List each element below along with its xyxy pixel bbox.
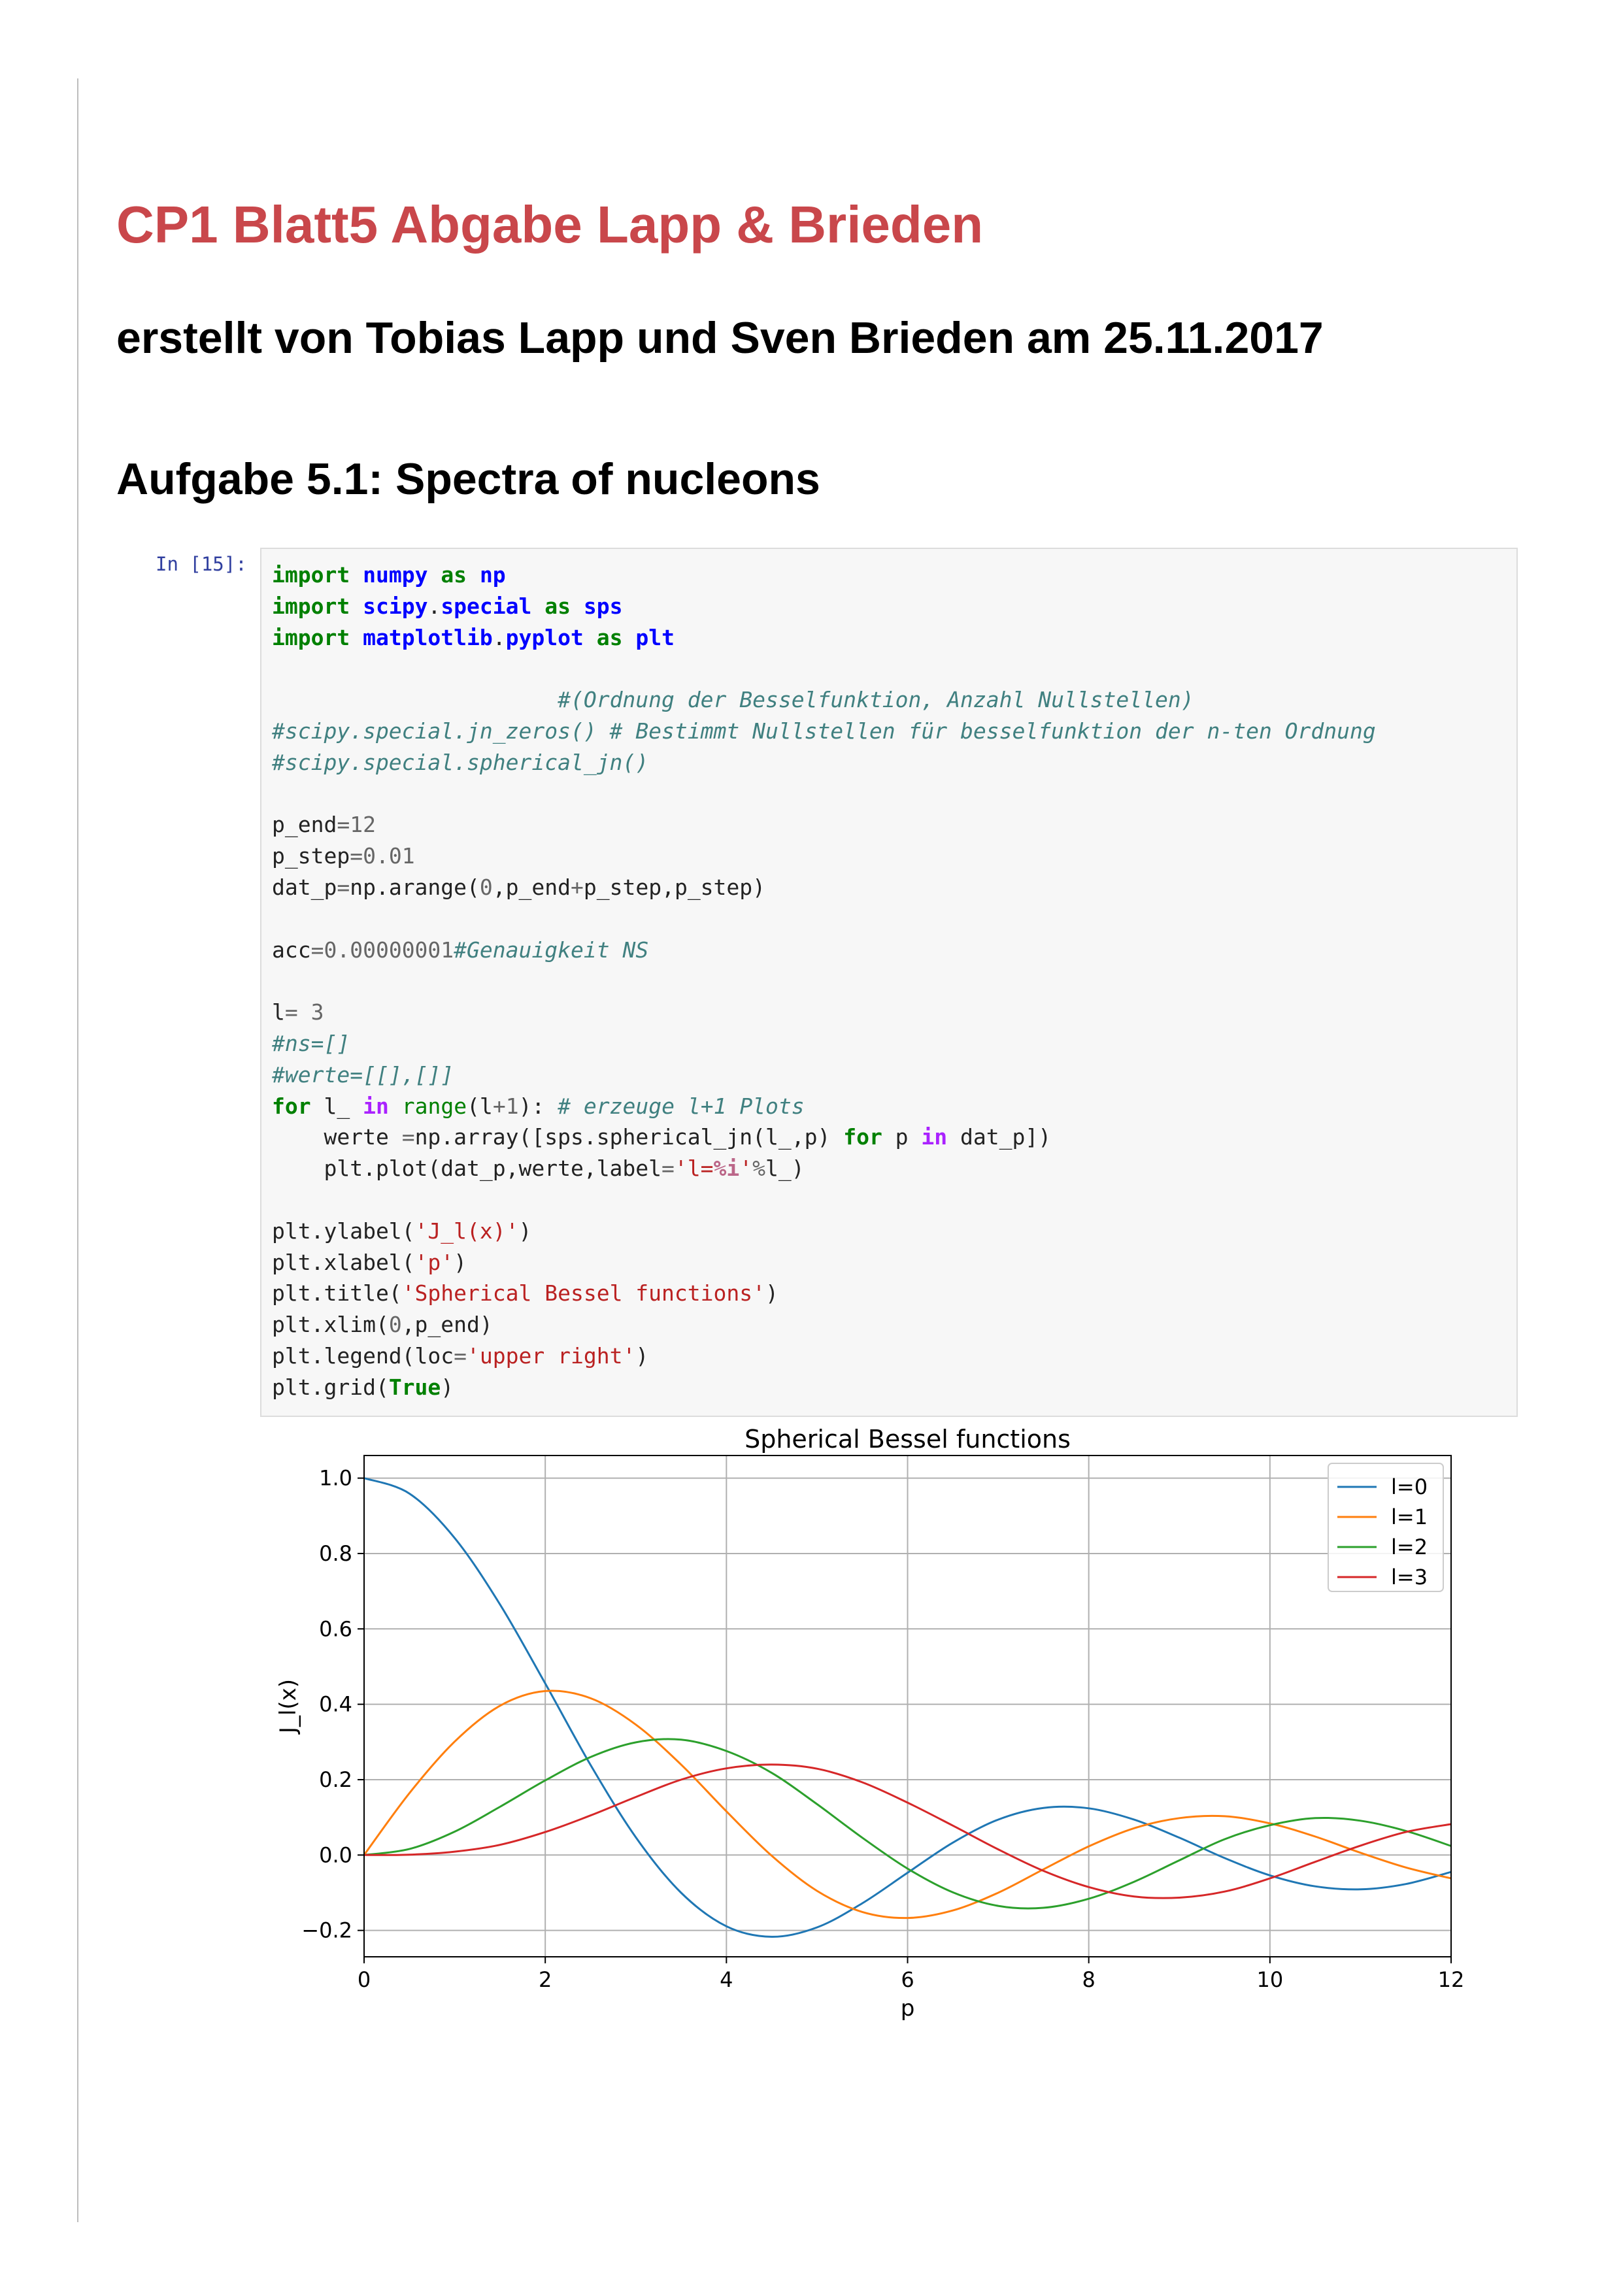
legend-label: l=3 [1391,1565,1428,1589]
code-editor[interactable]: import numpy as np import scipy.special … [272,562,1376,1400]
chart-title: Spherical Bessel functions [745,1425,1071,1454]
legend-label: l=1 [1391,1505,1428,1529]
x-tick-label: 0 [358,1967,371,1992]
x-tick-label: 4 [720,1967,733,1992]
legend-label: l=0 [1391,1474,1428,1499]
x-tick-label: 12 [1438,1967,1465,1992]
y-tick-label: 0.4 [319,1692,352,1717]
series-line-l2 [363,1738,1452,1910]
legend-label: l=2 [1391,1535,1428,1559]
cell-input-prompt: In [15]: [156,553,247,575]
y-tick-label: 0.2 [319,1767,352,1792]
y-tick-label: 1.0 [319,1466,352,1491]
notebook-subtitle: erstellt von Tobias Lapp und Sven Briede… [116,313,1324,363]
x-tick-label: 10 [1256,1967,1283,1992]
code-cell[interactable]: import numpy as np import scipy.special … [260,548,1518,1417]
legend-box [1328,1463,1444,1592]
chart-lines [363,1477,1452,1938]
series-line-l3 [363,1763,1452,1899]
chart-ticks: 0 2 4 6 8 10 12 −0.2 0.0 0.2 0.4 0.6 0.8 1.0 [301,1466,1464,1992]
y-tick-label: 0.6 [319,1616,352,1641]
section-heading: Aufgabe 5.1: Spectra of nucleons [116,454,820,504]
chart-grid [363,1456,1452,1957]
y-tick-label: 0.0 [319,1842,352,1867]
x-tick-label: 6 [901,1967,914,1992]
bessel-chart: 0 2 4 6 8 10 12 −0.2 0.0 0.2 0.4 0.6 0.8 1.0 Spherica… [275,1425,1464,2021]
x-axis-label: p [901,1995,915,2021]
notebook-margin-line [77,78,78,2222]
series-line-l0 [363,1477,1452,1938]
y-tick-label: 0.8 [319,1541,352,1566]
x-tick-label: 8 [1082,1967,1095,1992]
notebook-title: CP1 Blatt5 Abgabe Lapp & Brieden [116,195,984,254]
chart-legend: l=0 l=1 l=2 l=3 [1328,1463,1444,1592]
series-line-l1 [363,1689,1452,1920]
y-tick-label: −0.2 [301,1918,352,1943]
y-axis-label: J_l(x) [275,1679,301,1735]
x-tick-label: 2 [539,1967,552,1992]
